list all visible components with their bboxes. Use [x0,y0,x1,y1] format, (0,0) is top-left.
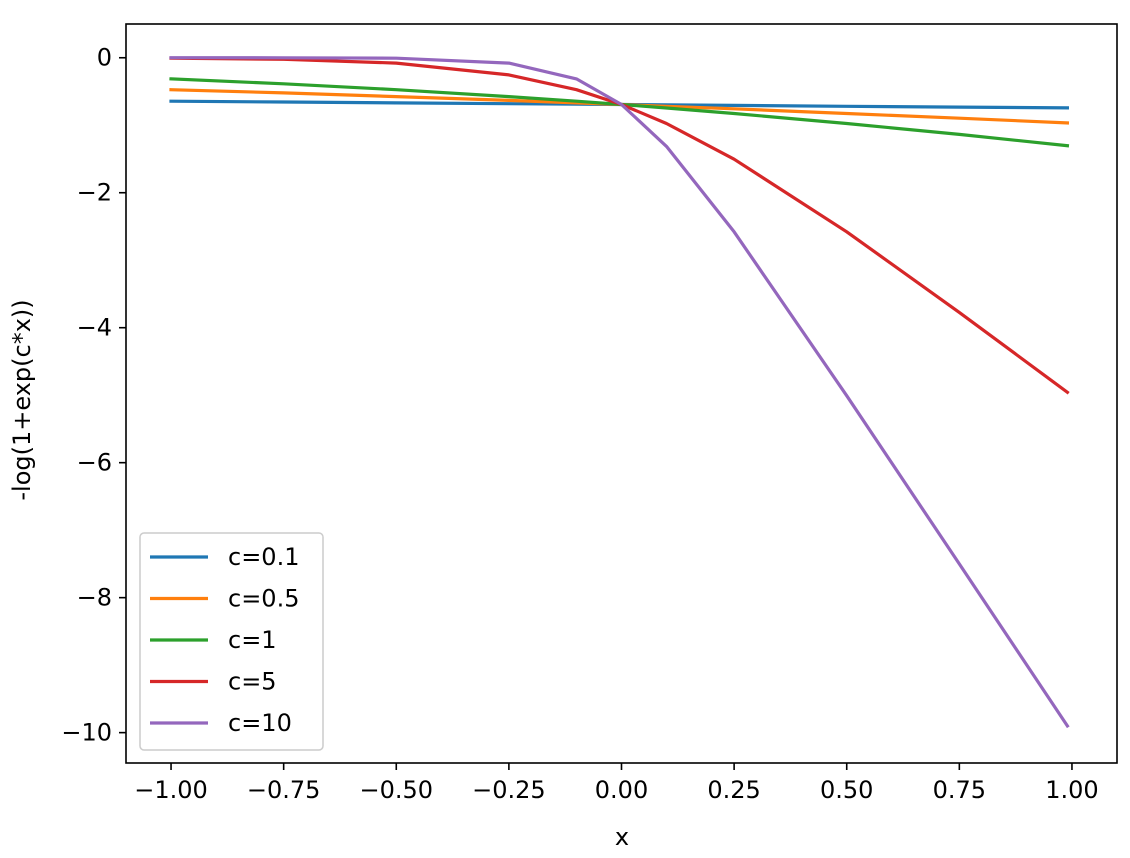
y-tick-label: −8 [77,584,112,612]
y-tick-label: −2 [77,179,112,207]
x-tick-label: 1.00 [1045,776,1098,804]
y-tick-label: 0 [97,44,112,72]
plot-frame [125,23,1118,764]
y-tick-label: −4 [77,314,112,342]
x-tick-label: 0.00 [595,776,648,804]
legend: c=0.1 c=0.5 c=1 c=5 c=10 [139,532,324,751]
y-axis-ticks: 0 −2 −4 −6 −8 −10 [61,44,126,747]
y-axis-label: -log(1+exp(c*x)) [8,299,36,500]
legend-box [139,532,324,751]
x-tick-label: 0.25 [707,776,760,804]
x-tick-label: −0.75 [247,776,321,804]
x-axis-ticks: −1.00 −0.75 −0.50 −0.25 0.00 0.25 0.50 0.75 1.00 [134,763,1099,804]
y-tick-label: −6 [77,449,112,477]
legend-label: c=5 [228,668,277,696]
x-tick-label: −0.50 [359,776,433,804]
x-tick-label: 0.75 [933,776,986,804]
legend-label: c=10 [228,709,292,737]
x-tick-label: −1.00 [134,776,208,804]
x-axis-label: x [615,823,629,851]
legend-label: c=0.5 [228,585,299,613]
y-tick-label: −10 [61,719,112,747]
legend-label: c=0.1 [228,543,299,571]
series-lines [169,56,1070,729]
series-line-5 [169,56,1070,729]
x-tick-label: 0.50 [820,776,873,804]
legend-label: c=1 [228,626,277,654]
x-tick-label: −0.25 [472,776,546,804]
